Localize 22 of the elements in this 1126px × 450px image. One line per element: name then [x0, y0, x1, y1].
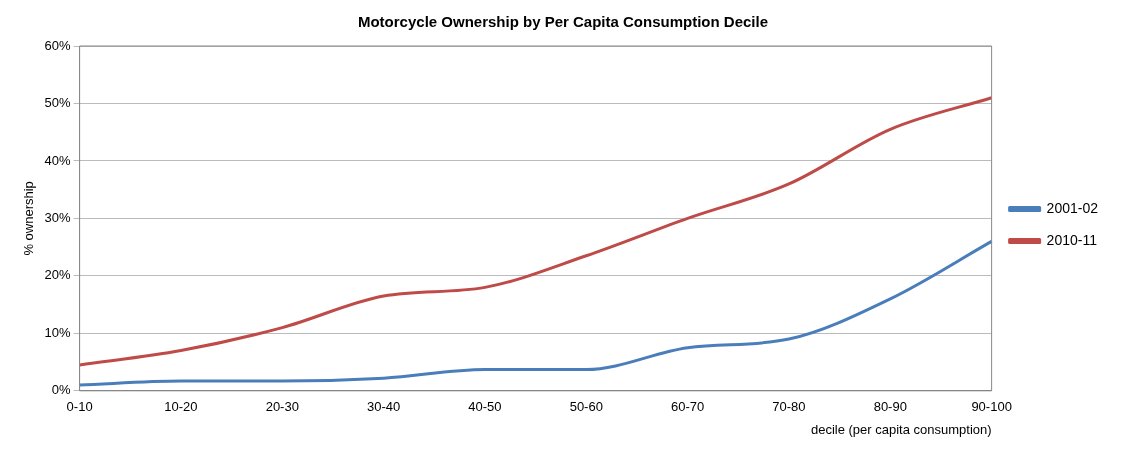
y-tick-label: 0% [51, 382, 72, 398]
legend-label: 2001-02 [1046, 199, 1099, 216]
y-tick-label: 60% [44, 37, 72, 53]
x-axis-title: decile (per capita consumption) [810, 421, 992, 437]
chart-title: Motorcycle Ownership by Per Capita Consumption Decile [357, 13, 769, 31]
x-tick-label: 20-30 [265, 399, 299, 415]
y-tick-label: 50% [44, 95, 72, 111]
x-tick-label: 0-10 [66, 399, 93, 415]
x-tick-label: 30-40 [366, 399, 401, 415]
y-tick-label: 20% [44, 267, 72, 283]
x-tick-label: 70-80 [772, 399, 806, 415]
x-tick-label: 80-90 [873, 399, 907, 415]
y-tick-label: 10% [44, 324, 72, 340]
x-tick-label: 40-50 [468, 399, 502, 415]
y-axis-title: % ownership [21, 181, 37, 256]
x-tick-label: 50-60 [569, 399, 603, 415]
x-tick-label: 90-100 [971, 399, 1012, 415]
y-tick-label: 30% [44, 209, 72, 225]
x-tick-label: 60-70 [671, 399, 705, 415]
x-tick-label: 10-20 [164, 399, 198, 415]
legend-label: 2010-11 [1046, 231, 1098, 248]
y-tick-label: 40% [44, 152, 72, 168]
